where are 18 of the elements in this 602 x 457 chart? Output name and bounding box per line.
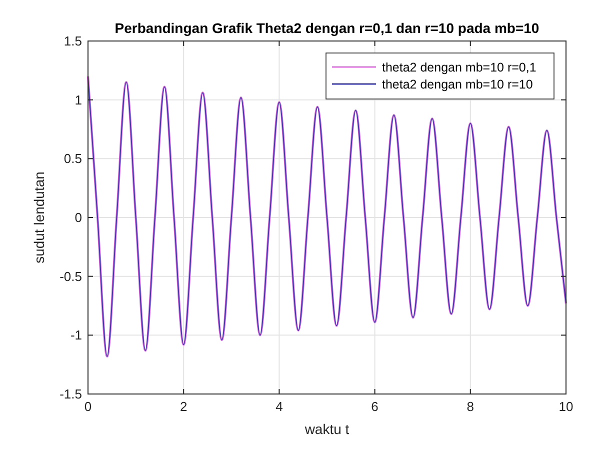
y-axis-title: sudut lendutan: [31, 172, 47, 264]
y-tick-label: 0: [74, 210, 82, 225]
x-tick-label: 8: [466, 399, 474, 414]
y-tick-label: -0.5: [60, 268, 82, 284]
x-tick-label: 6: [371, 399, 378, 414]
x-tick-label: 10: [558, 399, 574, 414]
y-tick-label: 0.5: [64, 151, 82, 166]
y-tick-label: 1.5: [64, 34, 82, 48]
legend-label: theta2 dengan mb=10 r=0,1: [382, 60, 536, 74]
legend-label: theta2 dengan mb=10 r=10: [382, 78, 533, 92]
chart-title: Perbandingan Grafik Theta2 dengan r=0,1 dan r=10 pada mb=10: [114, 20, 540, 36]
y-tick-label: 1: [74, 92, 82, 108]
x-tick-label: 2: [180, 399, 188, 414]
y-tick-label: -1: [70, 328, 82, 343]
x-tick-label: 4: [276, 399, 283, 414]
y-tick-label: -1.5: [60, 386, 82, 402]
x-tick-label: 0: [84, 399, 92, 414]
x-axis-title: waktu t: [304, 421, 350, 437]
